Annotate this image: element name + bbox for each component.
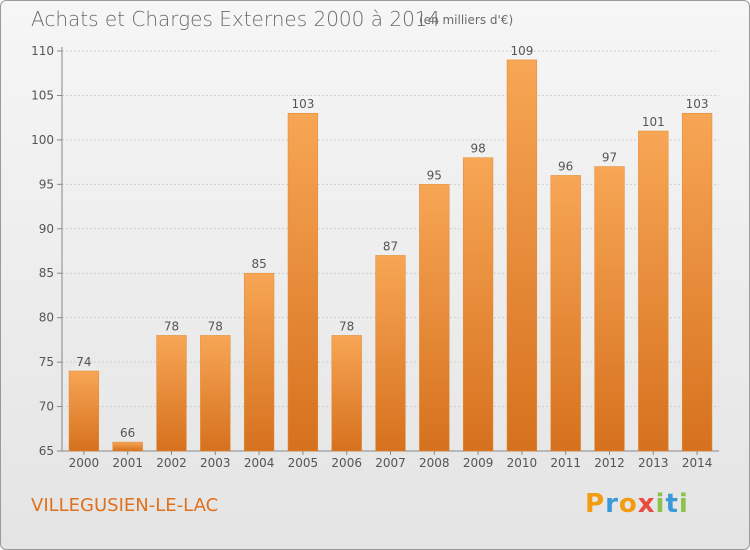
bar-2005 [287,112,319,452]
x-tick-label-2003: 2003 [200,456,231,470]
logo-letter: i [655,489,666,519]
bar-2011 [550,175,581,452]
data-label-2002: 78 [164,319,179,333]
data-label-2011: 96 [558,159,573,173]
x-tick-label-2004: 2004 [244,456,275,470]
logo-letter: t [665,489,679,519]
data-label-2008: 95 [427,168,442,182]
chart-subtitle: (en milliers d'€) [419,13,514,27]
data-label-2013: 101 [642,115,665,129]
bar-2009 [462,157,494,452]
bars [68,59,713,452]
x-tick-label-2000: 2000 [69,456,100,470]
labels: 65 70 75 80 85 90 95 100 105 110 74 2000 66 2001 78 200… [31,44,712,470]
x-tick-label-2001: 2001 [112,456,143,470]
proxiti-logo[interactable]: Proxiti [585,489,689,519]
bar-2001 [112,441,143,452]
bar-2006 [331,335,362,452]
y-tick-label: 75 [39,355,54,369]
data-label-2010: 109 [510,44,533,58]
bar-2008 [419,184,450,452]
x-tick-label-2006: 2006 [331,456,362,470]
data-label-2004: 85 [251,257,266,271]
x-tick-label-2005: 2005 [288,456,319,470]
y-tick-label: 80 [39,311,54,325]
bar-2013 [638,130,669,452]
y-tick-label: 70 [39,400,54,414]
commune-name: VILLEGUSIEN-LE-LAC [31,495,219,516]
logo-letter: i [678,489,689,519]
x-tick-label-2007: 2007 [375,456,406,470]
data-label-2009: 98 [470,142,485,156]
data-label-2003: 78 [208,319,223,333]
y-tick-label: 105 [31,88,54,102]
y-tick-label: 85 [39,266,54,280]
data-label-2006: 78 [339,319,354,333]
bar-2002 [156,335,187,452]
bar-2014 [681,112,713,452]
y-tick-label: 65 [39,444,54,458]
x-tick-label-2010: 2010 [507,456,538,470]
y-tick-label: 90 [39,222,54,236]
y-tick-label: 110 [31,44,54,58]
y-tick-label: 95 [39,177,54,191]
data-label-2005: 103 [291,97,314,111]
data-label-2014: 103 [686,97,709,111]
logo-letter: o [618,489,638,519]
data-label-2012: 97 [602,151,617,165]
bar-2010 [506,59,538,452]
x-tick-label-2011: 2011 [550,456,581,470]
logo-letter: x [637,489,656,519]
x-tick-label-2002: 2002 [156,456,187,470]
bar-2012 [594,166,625,452]
x-tick-label-2012: 2012 [594,456,625,470]
logo-letter: P [585,489,606,519]
x-tick-label-2009: 2009 [463,456,494,470]
x-tick-label-2014: 2014 [682,456,713,470]
x-tick-label-2008: 2008 [419,456,450,470]
data-label-2001: 66 [120,426,135,440]
bar-2000 [68,370,100,452]
x-tick-label-2013: 2013 [638,456,669,470]
bar-2003 [200,335,231,452]
data-label-2007: 87 [383,239,398,253]
y-tick-label: 100 [31,133,54,147]
data-label-2000: 74 [76,355,91,369]
chart-title: Achats et Charges Externes 2000 à 2014 [31,7,441,31]
logo-letter: r [605,489,619,519]
bar-2004 [243,272,275,452]
bar-2007 [375,255,406,452]
